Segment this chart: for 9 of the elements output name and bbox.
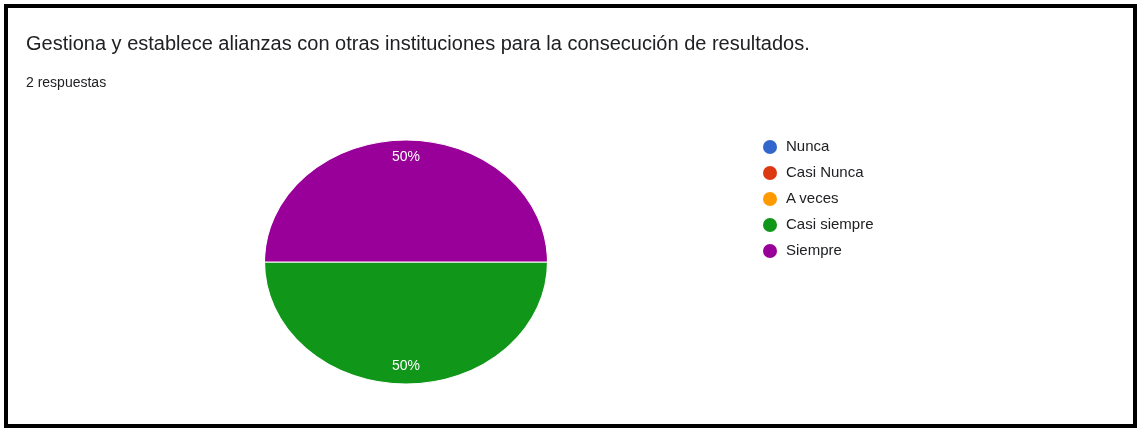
data-label: 50%	[391, 148, 421, 165]
legend-label: Casi siempre	[786, 214, 874, 232]
data-label: 50%	[391, 357, 421, 374]
text: 2 respuestas	[26, 74, 107, 90]
legend-label: A veces	[786, 188, 839, 206]
chart-title: Gestiona y establece alianzas con otras instituciones para la consecución de resultados.	[26, 32, 810, 54]
legend-label: Casi Nunca	[786, 162, 865, 180]
legend-label: Nunca	[786, 136, 831, 154]
legend-label: Siempre	[786, 240, 842, 258]
